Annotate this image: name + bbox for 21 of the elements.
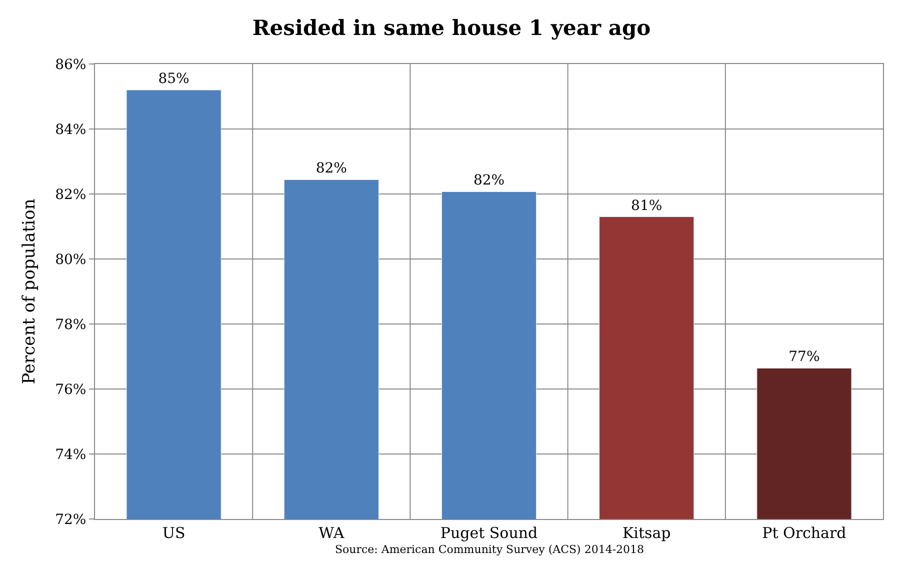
- data-label: 77%: [788, 349, 820, 366]
- x-tick-label: US: [162, 524, 186, 542]
- source-note: Source: American Community Survey (ACS) 2014-2018: [335, 543, 644, 556]
- y-tick-label: 74%: [55, 446, 86, 463]
- y-tick-label: 82%: [55, 186, 86, 203]
- y-tick-label: 72%: [55, 512, 86, 528]
- x-tick-label: WA: [318, 524, 344, 542]
- x-tick-label: Kitsap: [622, 524, 671, 542]
- data-label: 81%: [631, 198, 662, 214]
- x-tick-label: Puget Sound: [440, 524, 538, 542]
- y-tick-label: 78%: [55, 316, 86, 333]
- chart-title: Resided in same house 1 year ago: [252, 15, 651, 40]
- y-tick-label: 84%: [55, 122, 86, 138]
- y-tick-label: 80%: [55, 252, 86, 268]
- y-axis-title: Percent of population: [20, 198, 40, 384]
- data-label: 82%: [316, 160, 347, 177]
- y-tick-label: 76%: [55, 382, 86, 398]
- data-label: 82%: [473, 172, 505, 189]
- y-tick-label: 86%: [55, 56, 86, 73]
- data-label: 85%: [158, 71, 190, 87]
- x-tick-label: Pt Orchard: [762, 524, 847, 542]
